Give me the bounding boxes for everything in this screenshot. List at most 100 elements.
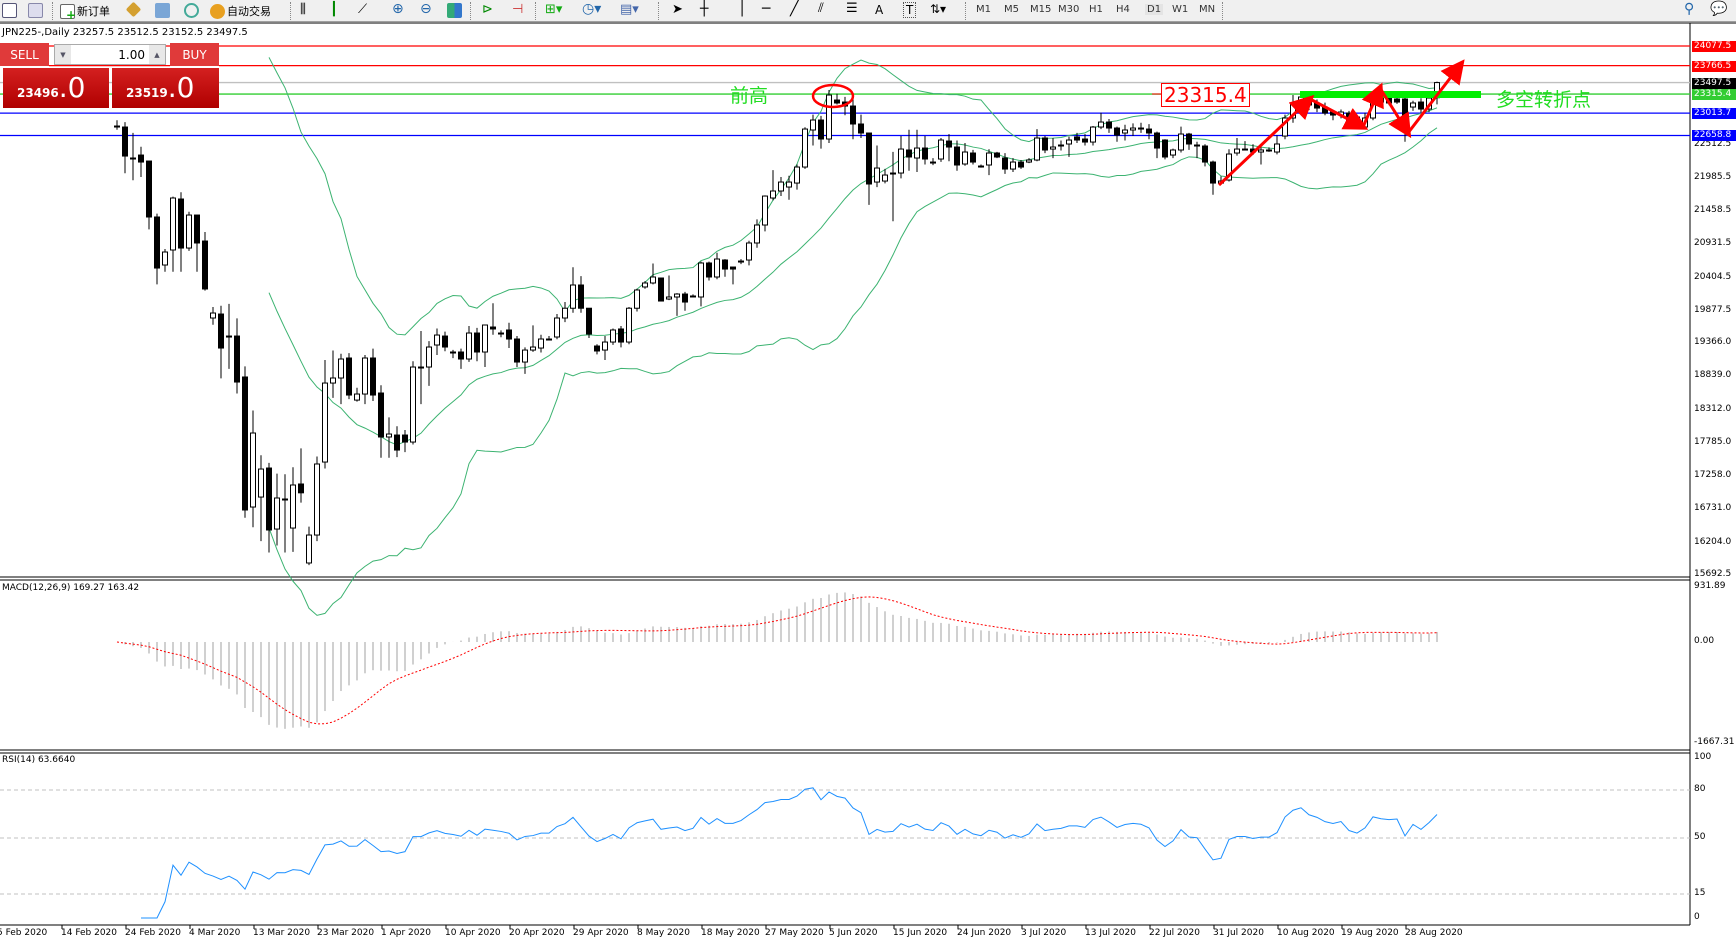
candle-body xyxy=(498,332,504,335)
candle-body xyxy=(722,259,728,270)
candle-body xyxy=(546,338,552,341)
candlestick-icon[interactable]: ┃ xyxy=(330,2,338,17)
date-tick-label: 4 Mar 2020 xyxy=(189,928,241,938)
crosshair-icon[interactable]: ┼ xyxy=(700,1,709,17)
candle-body xyxy=(1162,139,1168,158)
timeframe-d1[interactable]: D1 xyxy=(1145,4,1164,15)
candle-body xyxy=(354,393,360,401)
candle-body xyxy=(210,312,216,319)
zoom-history-icon[interactable] xyxy=(28,3,43,18)
horizontal-line-icon[interactable]: ─ xyxy=(762,1,771,17)
templates-icon[interactable]: ▤▾ xyxy=(620,2,639,17)
candle-body xyxy=(234,335,240,383)
candle-body xyxy=(1034,137,1040,161)
trend-arrow xyxy=(1217,94,1315,187)
timeframe-mn[interactable]: MN xyxy=(1199,4,1216,15)
zoom-in-icon[interactable]: ⊕ xyxy=(392,1,404,17)
timeframe-m30[interactable]: M30 xyxy=(1058,4,1080,15)
lot-size-value[interactable]: 1.00 xyxy=(118,47,145,62)
macd-tick-label: 931.89 xyxy=(1694,581,1726,591)
candle-body xyxy=(1146,128,1152,134)
macd-tick-label: -1667.31 xyxy=(1694,736,1735,747)
auto-trading-button[interactable]: 自动交易 xyxy=(210,2,271,20)
arrows-icon[interactable]: ⇅▾ xyxy=(930,2,947,16)
candle-body xyxy=(970,152,976,163)
rsi-label: RSI(14) 63.6640 xyxy=(2,755,76,765)
navigator-icon[interactable] xyxy=(155,3,170,18)
candle-body xyxy=(770,190,776,199)
candle-body xyxy=(746,242,752,261)
candle-body xyxy=(1402,98,1408,121)
indicators-icon[interactable]: ⊞▾ xyxy=(545,2,563,17)
candle-body xyxy=(434,334,440,346)
tile-windows-icon[interactable] xyxy=(447,3,462,18)
timeframe-h1[interactable]: H1 xyxy=(1089,4,1103,15)
candle-body xyxy=(226,335,232,338)
trendline-icon[interactable]: ╱ xyxy=(790,1,799,17)
candle-body xyxy=(1378,97,1384,103)
vertical-line-icon[interactable]: │ xyxy=(738,1,747,17)
timeframe-m15[interactable]: M15 xyxy=(1030,4,1052,15)
periods-icon[interactable]: ◷▾ xyxy=(582,1,602,17)
lot-decrease-icon[interactable]: ▼ xyxy=(55,45,71,64)
fibonacci-icon[interactable]: ☰ xyxy=(846,1,858,16)
auto-scroll-icon[interactable]: ⊳ xyxy=(482,2,493,17)
line-chart-icon[interactable]: ⟋ xyxy=(358,2,368,17)
sell-price-button[interactable]: 23496 .0 xyxy=(3,68,109,108)
date-tick-label: 28 Aug 2020 xyxy=(1405,928,1463,938)
new-order-label: 新订单 xyxy=(77,5,110,18)
new-order-button[interactable]: + 新订单 xyxy=(60,2,110,21)
timeframe-m1[interactable]: M1 xyxy=(976,4,991,15)
candle-body xyxy=(762,195,768,226)
sell-button[interactable]: SELL xyxy=(0,43,49,67)
candle-body xyxy=(538,338,544,349)
date-tick-label: 24 Feb 2020 xyxy=(125,928,182,938)
candle-body xyxy=(162,251,168,266)
bar-chart-icon[interactable]: ⫼ xyxy=(300,2,306,17)
level-price-label[interactable]: 23315.4 xyxy=(1161,83,1250,107)
timeframe-m5[interactable]: M5 xyxy=(1004,4,1019,15)
date-tick-label: 29 Apr 2020 xyxy=(573,928,629,938)
buy-button[interactable]: BUY xyxy=(170,43,219,67)
candle-body xyxy=(442,335,448,348)
candle-body xyxy=(578,284,584,309)
candle-body xyxy=(330,377,336,384)
chart-list-icon[interactable] xyxy=(2,3,17,18)
text-label-icon[interactable]: T xyxy=(903,2,917,18)
candle-body xyxy=(170,197,176,251)
chat-icon[interactable]: 💬 xyxy=(1710,1,1728,17)
candle-body xyxy=(1082,138,1088,143)
cursor-icon[interactable]: ➤ xyxy=(672,2,683,17)
level-price-box: 23013.7 xyxy=(1692,108,1736,120)
trend-arrow xyxy=(1361,82,1384,128)
text-icon[interactable]: A xyxy=(875,3,884,17)
candle-body xyxy=(1042,137,1048,151)
search-icon[interactable]: ⚲ xyxy=(1684,1,1695,17)
date-tick-label: 18 May 2020 xyxy=(701,928,760,938)
candle-body xyxy=(666,296,672,300)
date-tick-label: 14 Feb 2020 xyxy=(61,928,118,938)
buy-price-button[interactable]: 23519 .0 xyxy=(112,68,219,108)
rsi-tick-label: 100 xyxy=(1694,752,1712,762)
timeframe-h4[interactable]: H4 xyxy=(1116,4,1130,15)
candle-body xyxy=(890,172,896,175)
prev-high-circle xyxy=(811,83,855,109)
candle-body xyxy=(690,295,696,298)
zoom-out-icon[interactable]: ⊖ xyxy=(420,1,432,17)
signals-icon[interactable] xyxy=(184,3,199,18)
candle-body xyxy=(826,94,832,140)
price-tick-label: 16204.0 xyxy=(1694,536,1732,547)
candle-body xyxy=(1074,136,1080,141)
candle-body xyxy=(474,332,480,353)
equidistant-channel-icon[interactable]: ⫽ xyxy=(818,1,824,16)
lot-size-field[interactable]: ▼ 1.00 ▲ xyxy=(54,44,166,65)
candle-body xyxy=(962,151,968,165)
candle-body xyxy=(834,99,840,104)
timeframe-w1[interactable]: W1 xyxy=(1172,4,1189,15)
candle-body xyxy=(306,534,312,564)
lot-increase-icon[interactable]: ▲ xyxy=(149,45,165,64)
candle-body xyxy=(154,216,160,269)
chart-shift-icon[interactable]: ⊣ xyxy=(512,2,524,17)
candle-body xyxy=(122,126,128,157)
